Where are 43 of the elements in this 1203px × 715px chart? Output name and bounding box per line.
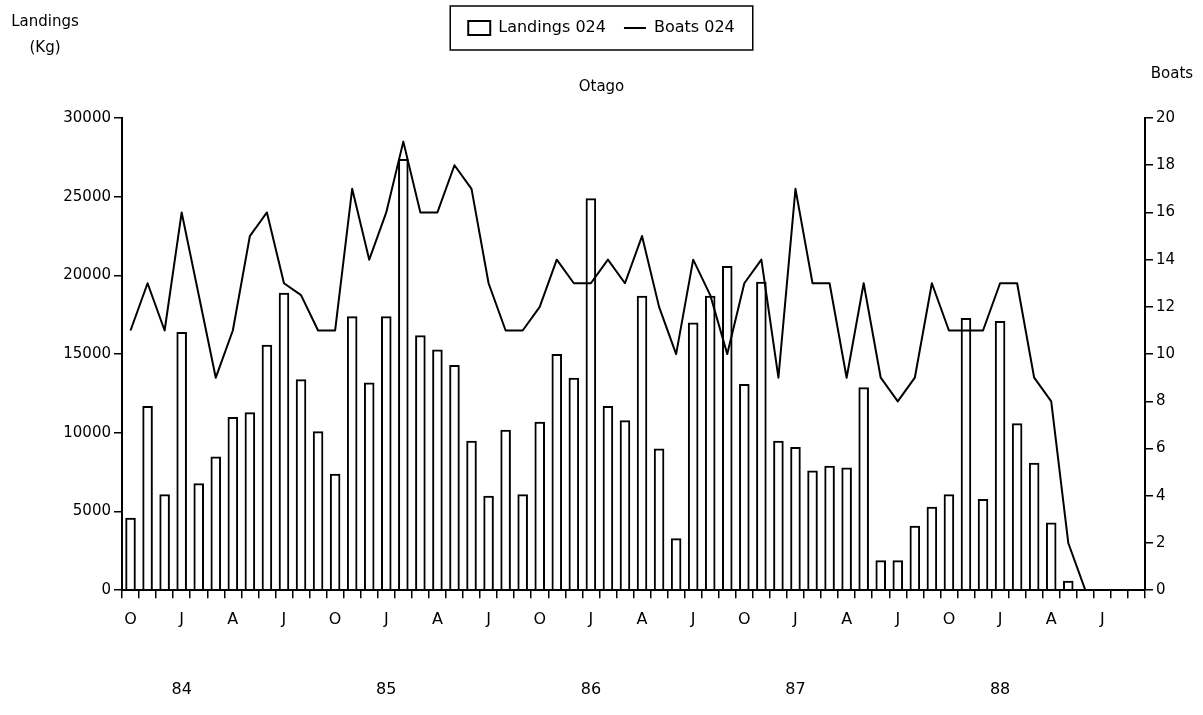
x-tick-label: A — [431, 608, 443, 628]
y2-axis-title: Boats — [1150, 64, 1194, 83]
y2-tick-label: 10 — [1156, 343, 1176, 362]
legend-label: Boats 024 — [653, 17, 735, 37]
y2-tick-label: 4 — [1156, 485, 1166, 504]
x-tick-label: J — [485, 608, 491, 628]
category-label: J 88 — [989, 608, 1011, 698]
x-tick-label: J — [280, 608, 287, 628]
x-tick-label: J — [689, 608, 696, 628]
x-tick-label: O — [533, 608, 547, 628]
y-tick-label: 5000 — [72, 501, 111, 520]
legend-label: Landings 024 — [498, 17, 606, 37]
x-tick-label: A — [227, 608, 239, 628]
y2-tick-label: 12 — [1156, 296, 1176, 315]
y2-tick-label: 8 — [1156, 391, 1166, 410]
y-axis-title: Landings (Kg) — [11, 12, 79, 57]
y2-tick-label: 16 — [1156, 202, 1176, 221]
y-tick-label: 20000 — [63, 265, 111, 284]
y2-tick-label: 0 — [1156, 580, 1166, 599]
x-tick-label: A — [636, 608, 648, 628]
x-tick-label: O — [738, 608, 751, 628]
y-tick-label: 15000 — [63, 343, 111, 362]
chart-title: Otago — [578, 76, 625, 95]
y-tick-label: 30000 — [63, 107, 111, 126]
category-label: J 86 — [580, 608, 602, 698]
x-tick-label: O — [328, 608, 342, 628]
category-label: J 87 — [785, 608, 806, 698]
y-tick-label: 10000 — [63, 422, 111, 441]
category-label: J 84 — [171, 608, 192, 698]
x-tick-label: A — [841, 608, 853, 628]
y2-tick-label: 2 — [1156, 532, 1166, 551]
x-tick-label: A — [1045, 608, 1057, 628]
x-tick-label: J — [894, 608, 901, 628]
x-tick-label: O — [942, 608, 956, 628]
y2-tick-label: 14 — [1156, 249, 1176, 268]
y2-tick-label: 18 — [1156, 155, 1176, 174]
x-tick-label: J — [1099, 608, 1105, 628]
y-tick-label: 0 — [101, 580, 111, 599]
category-label: J 85 — [376, 608, 397, 698]
y-tick-label: 25000 — [63, 186, 111, 205]
y2-tick-label: 20 — [1156, 107, 1176, 126]
y2-tick-label: 6 — [1156, 438, 1166, 457]
x-tick-label: O — [124, 608, 137, 628]
